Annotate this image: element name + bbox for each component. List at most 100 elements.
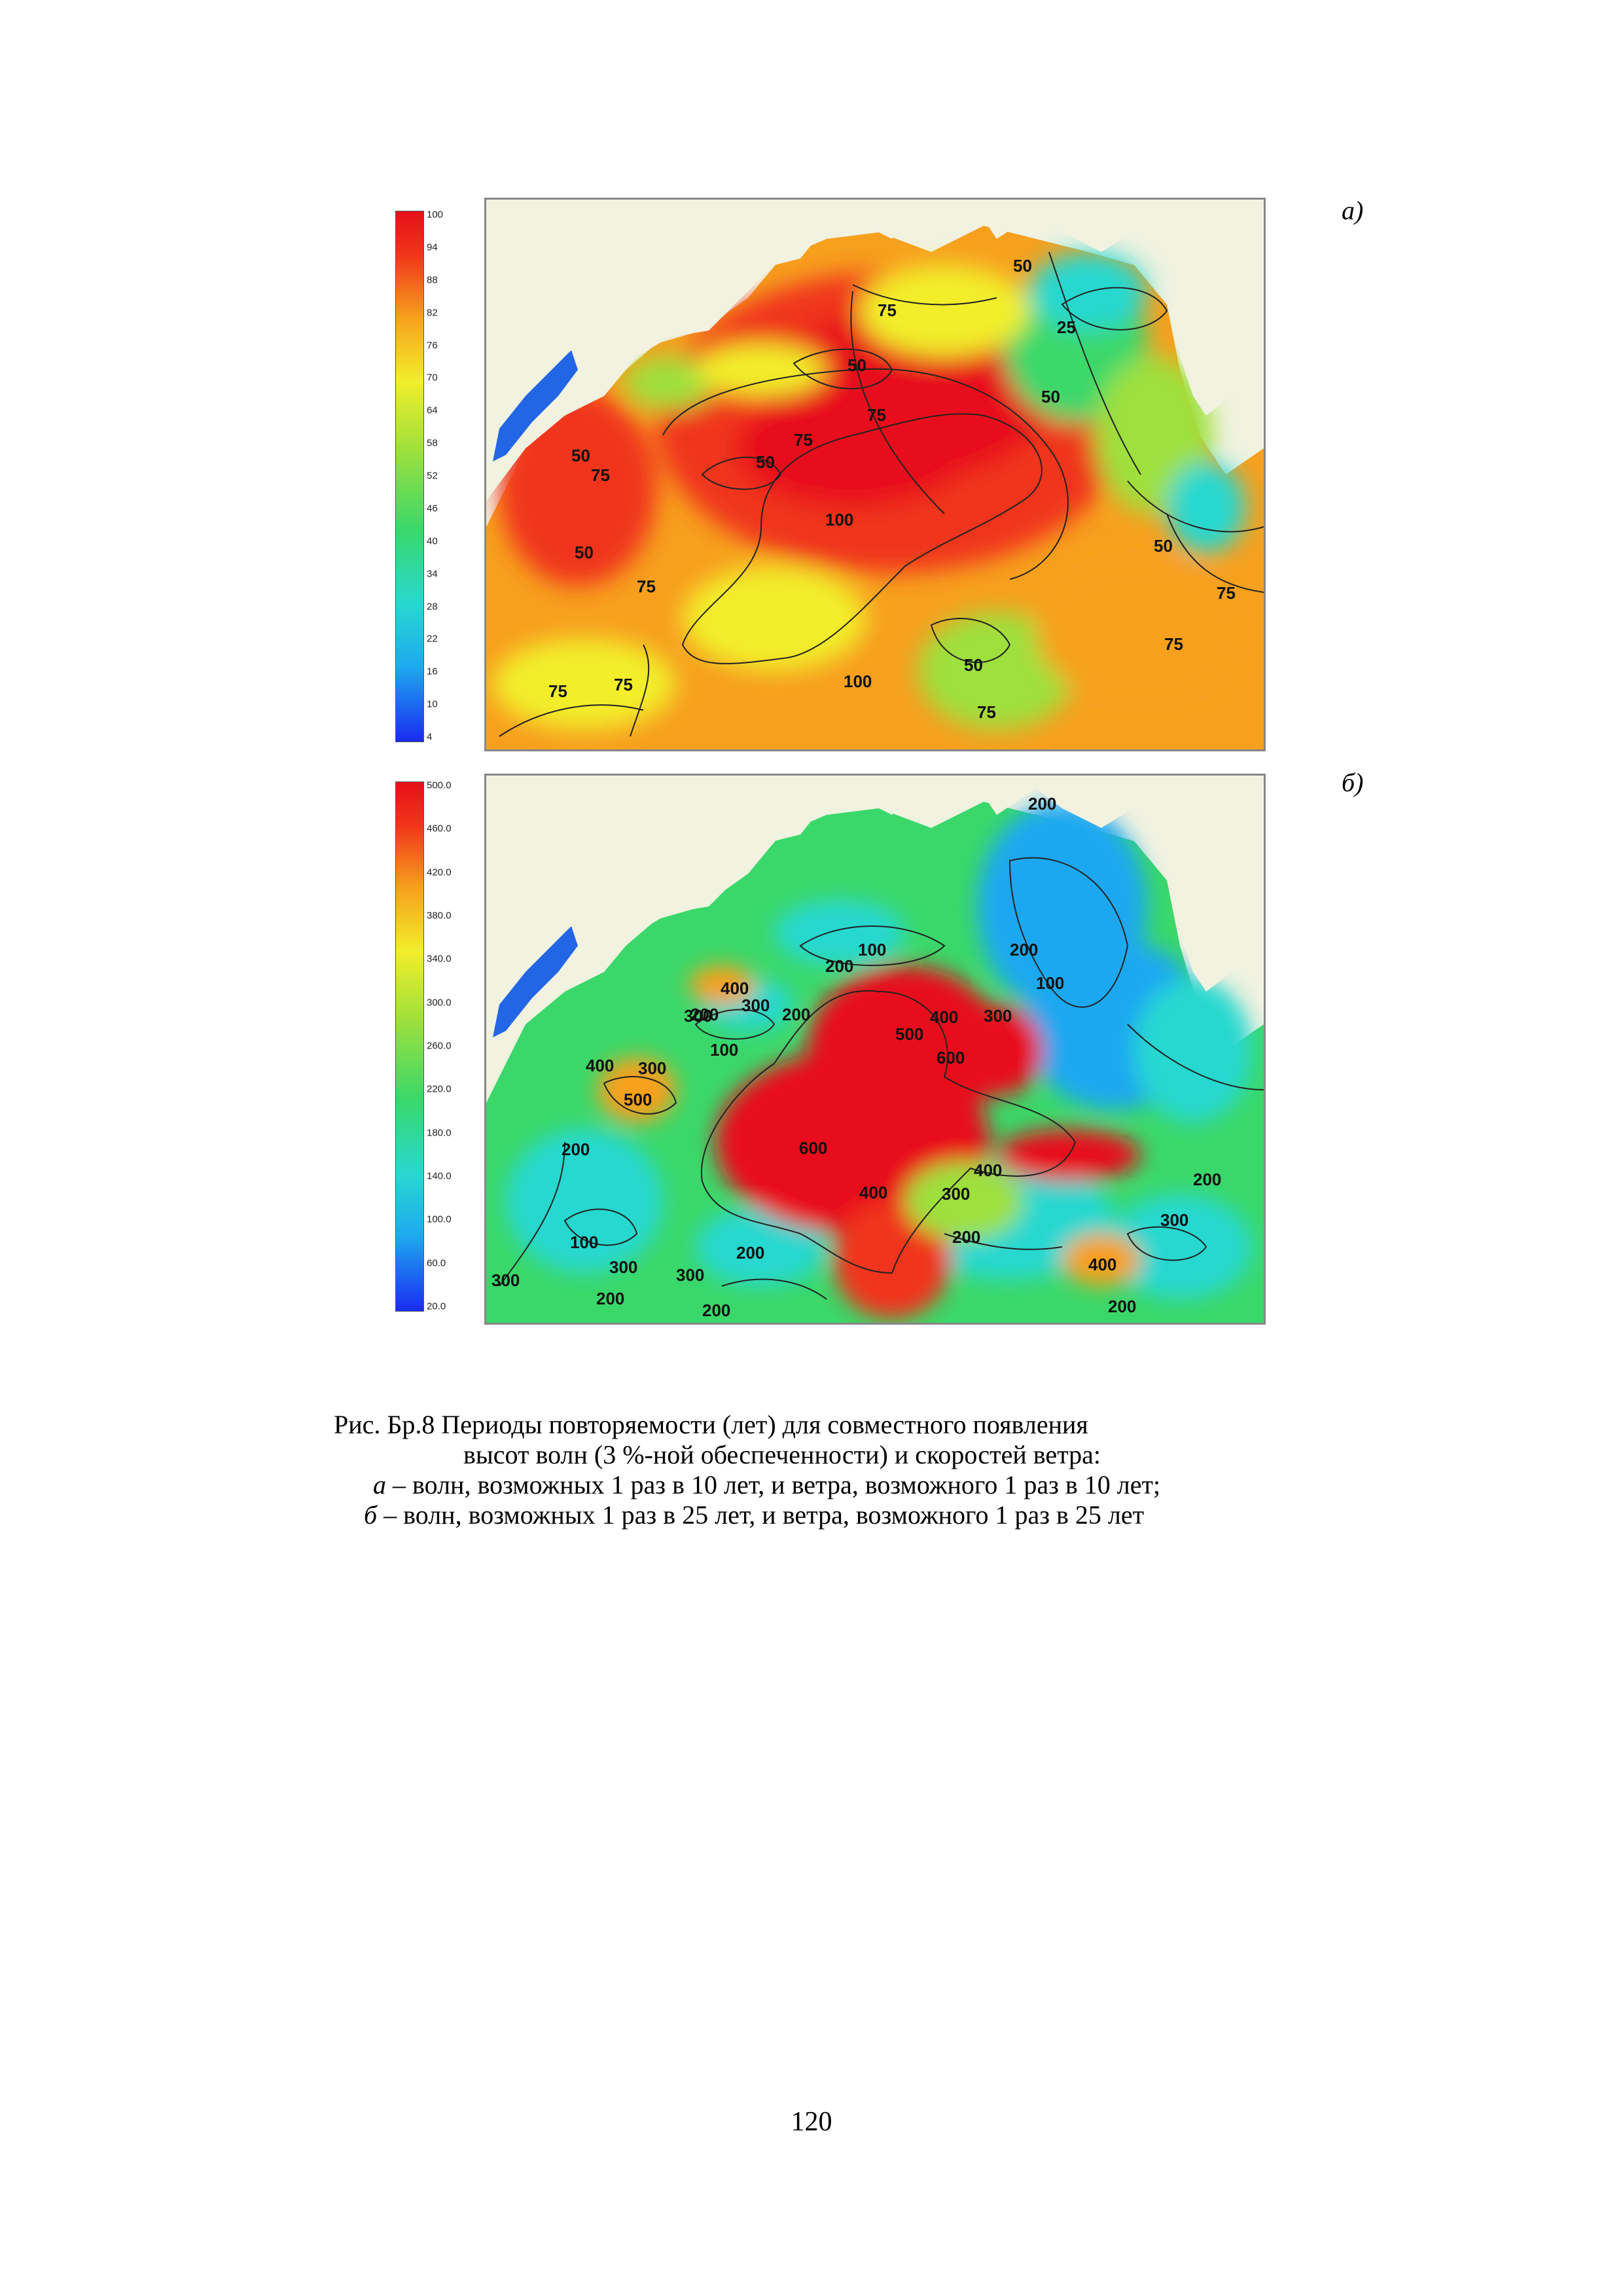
colorbar-a	[395, 211, 424, 742]
colorbar-tick-label: 82	[427, 307, 438, 319]
contour-label: 600	[936, 1048, 965, 1067]
contour-label: 75	[591, 465, 610, 485]
contour-label: 50	[575, 543, 594, 562]
contour-label: 50	[964, 655, 983, 675]
map-b: 200 100 200 200 100 400 300 200 200 400 …	[484, 774, 1266, 1325]
colorbar-tick-label: 420.0	[427, 867, 452, 878]
contour-label: 200	[562, 1139, 590, 1159]
colorbar-tick-label: 28	[427, 601, 438, 612]
contour-label: 75	[794, 430, 813, 450]
colorbar-tick-label: 180.0	[427, 1127, 452, 1139]
colorbar-tick-label: 20.0	[427, 1300, 446, 1312]
contour-label: 75	[867, 405, 886, 425]
contour-label: 300	[491, 1270, 520, 1290]
contour-label: 400	[1088, 1255, 1116, 1274]
contour-label: 200	[690, 1005, 719, 1024]
colorbar-tick-label: 100	[427, 209, 444, 221]
caption-line-3: а – волн, возможных 1 раз в 10 лет, и ве…	[0, 1470, 1623, 1500]
colorbar-tick-label: 460.0	[427, 823, 452, 834]
contour-label: 200	[825, 956, 853, 976]
contour-label: 300	[984, 1006, 1012, 1026]
contour-label: 200	[1108, 1297, 1136, 1316]
contour-label: 50	[1013, 256, 1032, 276]
colorbar-tick-label: 16	[427, 666, 438, 677]
contour-label: 300	[609, 1257, 637, 1277]
colorbar-tick-label: 220.0	[427, 1083, 452, 1095]
contour-label: 50	[1041, 387, 1060, 406]
colorbar-tick-label: 10	[427, 698, 438, 710]
contour-label: 50	[756, 452, 775, 472]
contour-label: 50	[847, 355, 866, 375]
page-number: 120	[791, 2107, 832, 2137]
colorbar-tick-label: 52	[427, 470, 438, 482]
contour-label: 200	[596, 1289, 624, 1308]
contour-label: 300	[1160, 1210, 1188, 1230]
contour-label: 75	[878, 300, 897, 320]
contour-label: 75	[1217, 583, 1236, 603]
colorbar-tick-label: 58	[427, 437, 438, 449]
colorbar-tick-label: 94	[427, 242, 438, 253]
contour-label: 200	[952, 1227, 980, 1247]
colorbar-tick-label: 100.0	[427, 1213, 452, 1225]
colorbar-tick-label: 46	[427, 503, 438, 514]
caption-letter-b: б	[364, 1500, 378, 1530]
colorbar-tick-label: 76	[427, 340, 438, 351]
colorbar-tick-label: 22	[427, 633, 438, 645]
contour-label: 200	[782, 1005, 810, 1024]
colorbar-b	[395, 781, 424, 1312]
caption-text-a: – волн, возможных 1 раз в 10 лет, и ветр…	[386, 1470, 1161, 1499]
figure-caption: Рис. Бр.8 Периоды повторяемости (лет) дл…	[0, 1410, 1623, 1530]
colorbar-tick-label: 340.0	[427, 953, 452, 965]
panel-label-b: б)	[1342, 768, 1364, 797]
colorbar-tick-label: 70	[427, 372, 438, 384]
colorbar-b-ticks: 500.0 460.0 420.0 380.0 340.0 300.0 260.0 220.0…	[427, 780, 479, 1312]
contour-label: 100	[1036, 973, 1064, 993]
colorbar-a-ticks: 100 94 88 82 76 70 64 58 52 46 40 34 28 22 16 10 4	[427, 209, 466, 743]
colorbar-tick-label: 4	[427, 731, 433, 743]
contour-label: 75	[1164, 634, 1183, 654]
caption-line-2: высот волн (3 %-ной обеспеченности) и ск…	[463, 1440, 1101, 1469]
colorbar-tick-label: 60.0	[427, 1257, 446, 1269]
colorbar-tick-label: 500.0	[427, 780, 452, 791]
caption-line-1: Рис. Бр.8 Периоды повторяемости (лет) дл…	[334, 1410, 1088, 1439]
contour-label: 200	[702, 1300, 730, 1320]
colorbar-tick-label: 64	[427, 404, 438, 416]
panel-label-a: а)	[1342, 196, 1364, 225]
contour-label: 200	[736, 1243, 764, 1263]
contour-label: 300	[676, 1265, 704, 1285]
contour-label: 200	[1028, 794, 1056, 814]
contour-label: 600	[799, 1138, 827, 1158]
colorbar-tick-label: 300.0	[427, 997, 452, 1009]
contour-label: 500	[624, 1090, 652, 1109]
contour-label: 50	[1154, 536, 1173, 556]
caption-line-4: б – волн, возможных 1 раз в 25 лет, и ве…	[0, 1500, 1623, 1530]
contour-label: 100	[844, 672, 872, 691]
contour-label: 400	[721, 978, 749, 998]
colorbar-tick-label: 140.0	[427, 1170, 452, 1182]
contour-label: 75	[637, 577, 656, 596]
contour-label: 75	[548, 681, 567, 701]
contour-label: 500	[895, 1024, 923, 1044]
contour-label: 100	[570, 1232, 598, 1252]
contour-label: 100	[858, 940, 886, 960]
contour-label: 400	[586, 1056, 614, 1075]
contour-label: 300	[638, 1058, 666, 1078]
contour-label: 300	[684, 1006, 712, 1026]
colorbar-tick-label: 34	[427, 568, 438, 580]
contour-label: 400	[859, 1183, 887, 1202]
contour-label: 100	[710, 1040, 738, 1060]
contour-label: 300	[942, 1184, 970, 1204]
colorbar-tick-label: 88	[427, 274, 438, 286]
contour-label: 400	[974, 1160, 1002, 1180]
caption-letter-a: а	[373, 1470, 386, 1499]
contour-label: 400	[930, 1007, 958, 1027]
caption-text-b: – волн, возможных 1 раз в 25 лет, и ветр…	[377, 1500, 1145, 1530]
colorbar-tick-label: 40	[427, 535, 438, 547]
map-a: 50 75 25 50 75 50 75 50 50 75 100 50 50 …	[484, 198, 1266, 751]
contour-label: 200	[1010, 940, 1038, 960]
contour-label: 25	[1057, 317, 1076, 337]
contour-label: 200	[1193, 1170, 1221, 1189]
contour-label: 75	[977, 702, 996, 722]
contour-label: 100	[825, 510, 853, 529]
contour-label: 75	[614, 675, 633, 694]
